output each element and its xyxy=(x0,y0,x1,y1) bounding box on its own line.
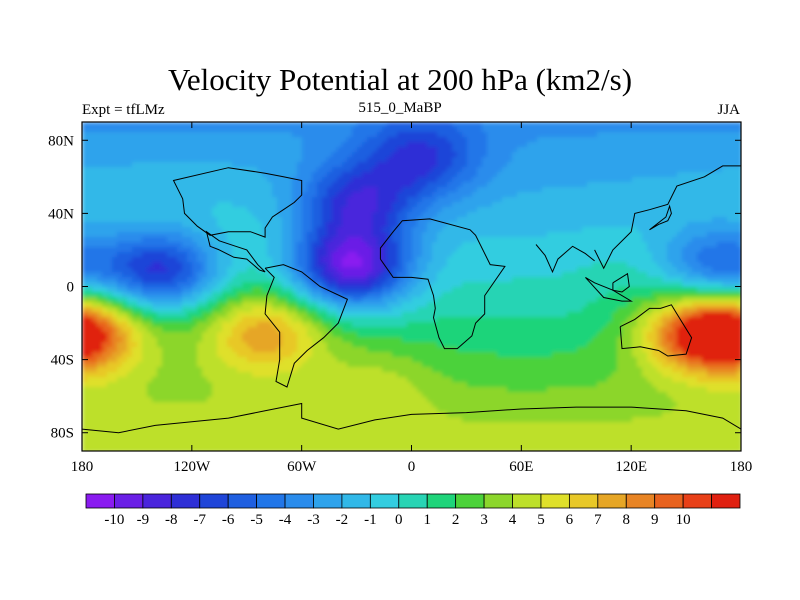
x-tick-label: 60W xyxy=(287,459,317,475)
colorbar-label: -9 xyxy=(137,512,150,528)
colorbar-box xyxy=(85,493,115,509)
x-tick-label: 120W xyxy=(173,459,211,475)
colorbar-label: 3 xyxy=(480,512,488,528)
coastline xyxy=(585,276,634,302)
colorbar-box xyxy=(426,493,457,509)
run-label: 515_0_MaBP xyxy=(358,100,442,116)
colorbar-box xyxy=(398,493,428,509)
colorbar-box xyxy=(682,493,712,509)
coastline xyxy=(535,244,595,274)
x-tick-label: 180 xyxy=(730,459,753,475)
y-tick-label: 80S xyxy=(51,426,74,442)
colorbar-label: -10 xyxy=(104,512,124,528)
colorbar-label: 9 xyxy=(651,512,659,528)
colorbar-box xyxy=(313,493,343,509)
colorbar-box xyxy=(256,493,286,509)
x-axis: 180 120W 60W 0 60E 120E 180 xyxy=(71,122,753,475)
colorbar-box xyxy=(625,493,656,509)
y-axis: 80N 40N 0 40S 80S xyxy=(48,133,741,442)
x-tick-label: 60E xyxy=(509,459,533,475)
colorbar-label: -7 xyxy=(193,512,206,528)
colorbar-box xyxy=(142,493,172,509)
colorbar-label: -2 xyxy=(336,512,349,528)
coastline xyxy=(649,204,672,231)
continent-outlines xyxy=(82,165,741,434)
chart-title: Velocity Potential at 200 hPa (km2/s) xyxy=(167,62,633,97)
colorbar-label: 2 xyxy=(452,512,460,528)
colorbar-box xyxy=(540,493,570,509)
y-tick-label: 80N xyxy=(48,133,74,149)
colorbar-box xyxy=(227,493,258,509)
colorbar-label: -6 xyxy=(222,512,235,528)
colorbar-box xyxy=(341,493,371,509)
y-tick-label: 40N xyxy=(48,206,74,222)
colorbar-box xyxy=(711,493,741,509)
colorbar-label: -1 xyxy=(364,512,377,528)
colorbar-label: -8 xyxy=(165,512,178,528)
colorbar-box xyxy=(284,493,314,509)
colorbar-label: 4 xyxy=(509,512,517,528)
colorbar-box xyxy=(597,493,627,509)
colorbar-label: 1 xyxy=(423,512,431,528)
colorbar-label: -4 xyxy=(279,512,292,528)
coastline xyxy=(172,167,303,238)
colorbar-box xyxy=(114,493,144,509)
colorbar-label: -3 xyxy=(307,512,320,528)
coastline xyxy=(205,230,266,273)
y-tick-label: 0 xyxy=(67,280,75,296)
colorbar-box xyxy=(199,493,229,509)
colorbar-label: 6 xyxy=(566,512,574,528)
y-tick-label: 40S xyxy=(51,353,74,369)
colorbar-box xyxy=(483,493,513,509)
velocity-potential-field xyxy=(82,122,741,451)
coastline xyxy=(594,165,741,270)
coastline xyxy=(612,272,630,293)
experiment-label: Expt = tfLMz xyxy=(82,102,165,118)
coastline xyxy=(619,304,693,357)
colorbar-box xyxy=(369,493,400,509)
colorbar: -10 -9 -8 -7 -6 -5 -4 -3 -2 -1 0 1 2 3 4 5 6 7 8 9 10 xyxy=(85,493,741,528)
coastline xyxy=(82,402,741,434)
x-tick-label: 0 xyxy=(408,459,416,475)
season-label: JJA xyxy=(717,102,740,118)
colorbar-label: -5 xyxy=(250,512,263,528)
colorbar-label: 5 xyxy=(537,512,545,528)
coastline xyxy=(264,264,349,388)
colorbar-box xyxy=(512,493,542,509)
x-tick-label: 180 xyxy=(71,459,94,475)
colorbar-box xyxy=(654,493,684,509)
colorbar-box xyxy=(568,493,599,509)
colorbar-label: 8 xyxy=(623,512,631,528)
colorbar-box xyxy=(170,493,201,509)
colorbar-label: 7 xyxy=(594,512,602,528)
coastline xyxy=(379,218,506,350)
colorbar-label: 0 xyxy=(395,512,403,528)
colorbar-box xyxy=(455,493,485,509)
x-tick-label: 120E xyxy=(615,459,647,475)
colorbar-label: 10 xyxy=(676,512,691,528)
